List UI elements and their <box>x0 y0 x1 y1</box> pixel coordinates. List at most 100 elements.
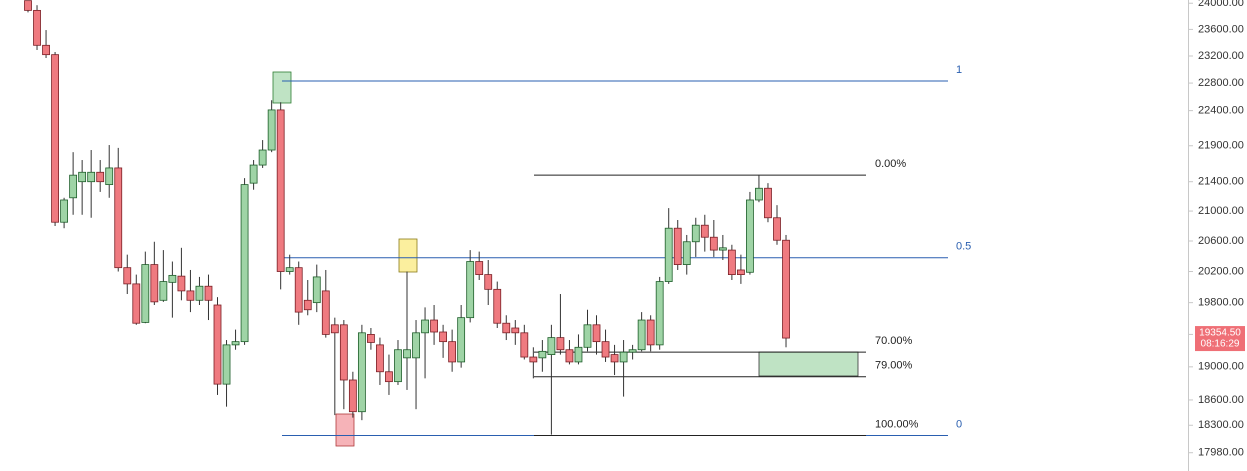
candle-body <box>195 285 204 301</box>
candle-body <box>412 332 420 359</box>
candle-body <box>51 54 59 223</box>
candle-body <box>457 317 466 363</box>
candle-body <box>637 319 646 351</box>
candle-body <box>709 236 718 251</box>
candle-body <box>565 349 574 363</box>
candle-body <box>249 164 258 184</box>
candle-body <box>700 224 709 238</box>
candle-body <box>114 167 123 269</box>
candles <box>24 0 790 435</box>
candle-body <box>448 341 457 363</box>
candle-body <box>646 319 655 346</box>
y-tick-label: 20600.00 <box>1198 235 1244 247</box>
candle-body <box>484 274 493 290</box>
y-tick-label: 18300.00 <box>1198 419 1244 431</box>
fib-label: 100.00% <box>875 418 919 430</box>
candle-body <box>718 247 727 251</box>
candle-body <box>376 344 384 373</box>
candle-body <box>186 290 195 301</box>
candle-body <box>574 346 583 363</box>
fib-label: 0.00% <box>875 158 906 170</box>
candle-body <box>439 331 448 343</box>
price-tag-label: 19354.50 <box>1199 328 1241 339</box>
candle-body <box>691 224 700 243</box>
price-tag <box>1195 326 1245 352</box>
fib-label: 70.00% <box>875 335 913 347</box>
candle-body <box>42 44 50 56</box>
y-tick-label: 21400.00 <box>1198 176 1244 188</box>
candle-body <box>222 344 231 385</box>
candle-body <box>357 332 366 413</box>
candle-body <box>69 174 78 199</box>
candle-body <box>583 324 592 348</box>
candle-body <box>746 199 754 273</box>
candle-body <box>529 356 538 363</box>
candle-body <box>24 0 32 11</box>
price-axis: 24000.00 23600.00 23200.00 22800.00 22400.00… <box>1188 0 1245 459</box>
candle-body <box>312 276 321 304</box>
candle-body <box>502 322 511 334</box>
candle-body <box>394 349 402 383</box>
candle-body <box>348 379 357 413</box>
price-tag-time: 08:16:29 <box>1201 339 1240 350</box>
candle-body <box>520 332 529 358</box>
candle-body <box>556 337 565 351</box>
candle-body <box>403 349 411 359</box>
candle-body <box>475 261 484 276</box>
candle-body <box>168 274 177 283</box>
candle-body <box>132 283 141 324</box>
candle-body <box>610 354 619 363</box>
y-tick-label: 21000.00 <box>1198 205 1244 217</box>
y-tick-label: 22800.00 <box>1198 77 1244 89</box>
fib-label: 0 <box>956 418 962 430</box>
y-tick-label: 20200.00 <box>1198 265 1244 277</box>
candle-body <box>466 261 475 319</box>
candle-body <box>511 327 520 334</box>
y-tick-label: 22400.00 <box>1198 105 1244 117</box>
candle-body <box>213 304 222 385</box>
candle-body <box>493 288 502 324</box>
fib-label: 79.00% <box>875 360 913 372</box>
candle-body <box>727 249 736 276</box>
candle-body <box>123 267 132 285</box>
fib-levels: 1 0.5 0 0.00% 70.00% 79.00% 100.00% <box>282 64 971 436</box>
y-tick-label: 17980.00 <box>1198 447 1244 459</box>
y-tick-label: 21900.00 <box>1198 140 1244 152</box>
candle-body <box>385 371 393 383</box>
y-tick-label: 23200.00 <box>1198 50 1244 62</box>
candle-body <box>141 264 150 323</box>
candle-body <box>538 350 547 359</box>
candle-body <box>330 324 339 334</box>
candle-body <box>592 324 601 343</box>
candle-body <box>664 227 673 282</box>
candle-body <box>367 334 375 343</box>
candle-body <box>231 341 240 346</box>
candle-body <box>150 264 159 303</box>
candle-body <box>303 299 312 311</box>
fib-label: 0.5 <box>956 241 971 253</box>
candle-body <box>33 9 41 46</box>
zone-box <box>272 71 292 104</box>
candle-body <box>682 241 691 265</box>
candle-body <box>240 184 249 343</box>
candle-body <box>78 171 87 183</box>
candle-body <box>547 337 556 355</box>
candle-body <box>628 349 637 353</box>
fib-label: 1 <box>956 64 962 76</box>
zone-box <box>398 238 418 273</box>
candle-body <box>601 341 610 358</box>
candle-body <box>60 199 68 223</box>
zone-box <box>335 413 355 447</box>
candle-body <box>782 239 790 339</box>
y-tick-label: 19800.00 <box>1198 297 1244 309</box>
candle-body <box>159 281 168 301</box>
candle-body <box>87 171 96 183</box>
candle-body <box>276 109 285 272</box>
y-tick-label: 19000.00 <box>1198 361 1244 373</box>
candle-body <box>755 187 763 201</box>
candle-body <box>177 275 186 292</box>
candle-body <box>339 324 348 381</box>
zone-box <box>758 351 859 377</box>
